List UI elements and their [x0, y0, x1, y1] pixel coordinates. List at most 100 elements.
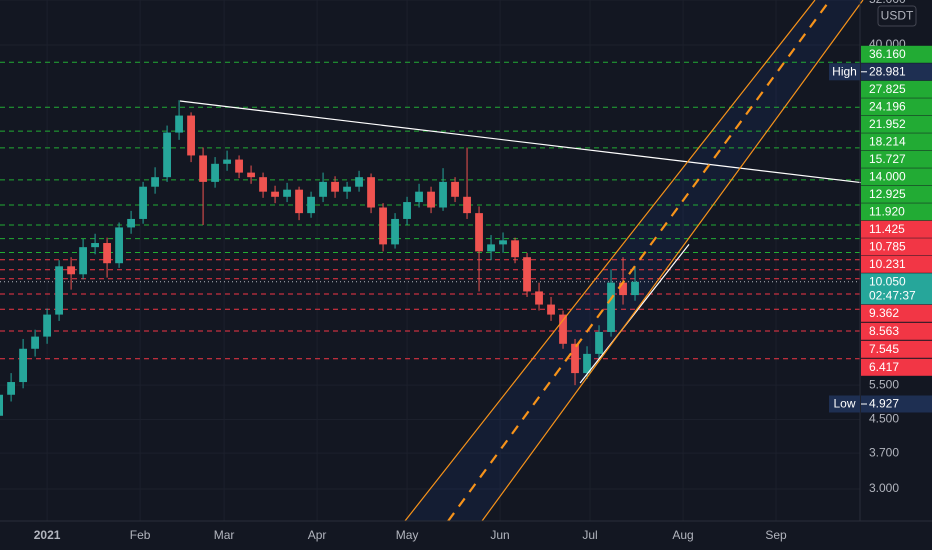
price-label: 36.160: [869, 47, 906, 61]
candle-body: [367, 177, 375, 208]
candle-body: [571, 343, 579, 374]
price-label: 10.231: [869, 257, 906, 271]
price-label: 11.920: [869, 204, 905, 218]
currency-label: USDT: [881, 9, 914, 23]
price-label-box: [861, 238, 932, 256]
candle-body: [7, 382, 15, 395]
x-tick-label: May: [396, 528, 419, 542]
candle-body: [427, 191, 435, 208]
price-label-box: [861, 395, 932, 413]
candle-body: [379, 207, 387, 245]
price-label: 8.563: [869, 324, 899, 338]
price-label-box: [861, 150, 932, 168]
candle-body: [295, 189, 303, 214]
candle-body: [127, 218, 135, 228]
candle-body: [511, 240, 519, 258]
candle-body: [487, 244, 495, 252]
x-tick-label: Jun: [490, 528, 509, 542]
candle-body: [463, 196, 471, 214]
tag-label: High: [832, 64, 857, 78]
candle-body: [331, 181, 339, 192]
candle-body: [55, 266, 63, 315]
price-label: 10.050: [869, 274, 906, 288]
price-label: 9.362: [869, 306, 899, 320]
price-label-box: [861, 255, 932, 273]
price-label-box: [861, 203, 932, 221]
tag-box: [829, 63, 860, 81]
candle-body: [595, 331, 603, 354]
price-label: 18.214: [869, 134, 906, 148]
countdown-label: 02:47:37: [869, 288, 916, 302]
x-tick-label: Feb: [130, 528, 151, 542]
candle-body: [187, 115, 195, 156]
x-tick-label: Aug: [672, 528, 693, 542]
price-label-box: [861, 98, 932, 116]
candle-body: [283, 189, 291, 197]
candle-body: [319, 181, 327, 197]
price-label: 15.727: [869, 152, 906, 166]
candle-body: [607, 282, 615, 332]
currency-box[interactable]: [877, 5, 917, 27]
price-label: 24.196: [869, 99, 906, 113]
price-label-box: [861, 340, 932, 358]
price-label: 7.545: [869, 342, 899, 356]
x-tick-label: Apr: [308, 528, 327, 542]
price-label: 27.825: [869, 82, 906, 96]
drawing-channel: [481, 0, 864, 522]
candle-body: [403, 202, 411, 219]
x-tick-label: Mar: [214, 528, 235, 542]
candle-body: [67, 266, 75, 275]
price-label: 6.417: [869, 360, 899, 374]
price-label-box: [861, 273, 932, 305]
candle-body: [547, 304, 555, 315]
price-label-box: [861, 322, 932, 340]
candle-body: [211, 163, 219, 182]
price-label: 14.000: [869, 169, 906, 183]
y-tick-label: 3.000: [869, 481, 899, 495]
price-label-box: [861, 185, 932, 203]
candle-body: [19, 348, 27, 383]
candle-body: [175, 115, 183, 133]
candle-body: [31, 336, 39, 349]
candle-body: [451, 181, 459, 197]
candle-body: [223, 159, 231, 164]
price-label: 10.785: [869, 239, 906, 253]
candle-body: [619, 282, 627, 296]
candle-body: [199, 155, 207, 182]
candle-body: [439, 181, 447, 208]
price-label: 11.425: [869, 222, 905, 236]
price-label-box: [861, 115, 932, 133]
candle-body: [151, 177, 159, 187]
x-tick-label: 2021: [34, 528, 61, 542]
y-tick-label: 3.700: [869, 445, 899, 459]
x-tick-label: Sep: [765, 528, 787, 542]
candle-body: [103, 243, 111, 264]
tag-box: [829, 395, 860, 413]
price-label-box: [861, 133, 932, 151]
candle-body: [271, 191, 279, 197]
tag-label: Low: [833, 397, 855, 411]
price-label: 28.981: [869, 64, 906, 78]
drawing-trend: [579, 244, 690, 384]
candle-body: [139, 186, 147, 219]
candle-body: [535, 291, 543, 305]
candle-body: [91, 243, 99, 248]
candle-body: [247, 172, 255, 178]
y-tick-label: 4.500: [869, 412, 899, 426]
candle-body: [415, 191, 423, 203]
candle-body: [43, 314, 51, 337]
candle-body: [631, 281, 639, 296]
y-tick-label: 5.500: [869, 377, 899, 391]
candle-body: [0, 394, 3, 416]
x-tick-label: Jul: [582, 528, 597, 542]
price-label-box: [861, 63, 932, 81]
y-tick-label: 52.000: [869, 0, 906, 6]
candle-body: [163, 132, 171, 178]
channel-fill: [404, 0, 863, 521]
candle-body: [391, 218, 399, 245]
price-label: 21.952: [869, 117, 906, 131]
candle-body: [79, 247, 87, 275]
candle-body: [523, 257, 531, 292]
